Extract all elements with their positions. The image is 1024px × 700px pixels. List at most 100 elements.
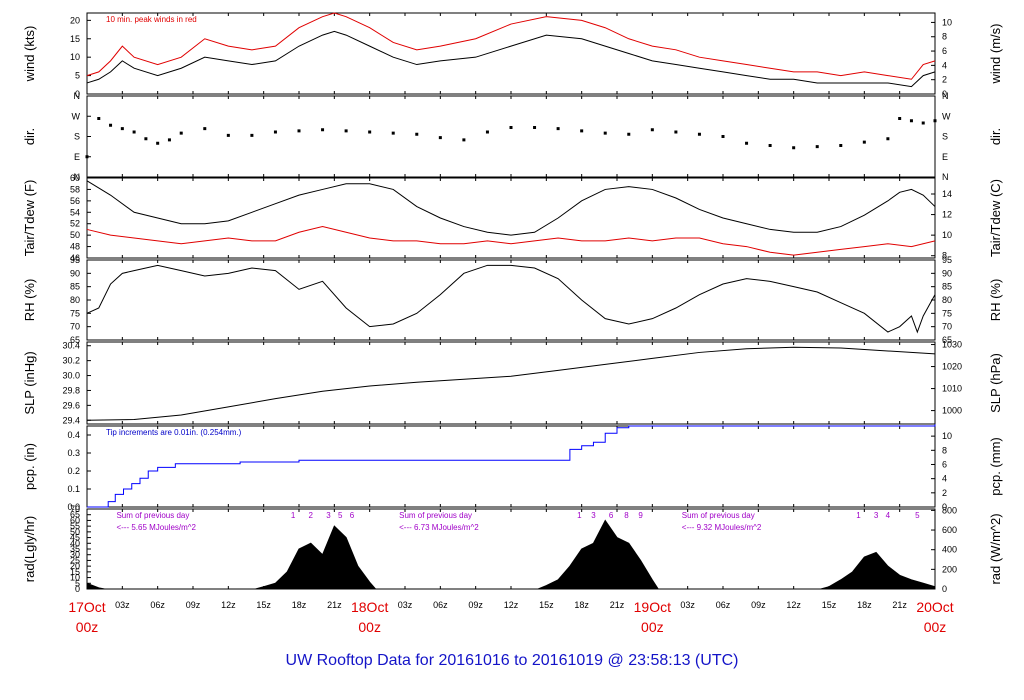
hour-tick-label: 09z bbox=[186, 600, 201, 610]
dir-point bbox=[144, 137, 148, 141]
dir-point bbox=[933, 119, 937, 123]
hour-tick-label: 06z bbox=[716, 600, 731, 610]
rh-frame bbox=[86, 259, 936, 341]
temp-series-0 bbox=[86, 180, 936, 236]
rh-left-tick-label: 95 bbox=[70, 255, 80, 265]
temp-left-tick-label: 52 bbox=[70, 219, 80, 229]
rh-right-tick-label: 80 bbox=[942, 295, 952, 305]
rad-marker-label: 3 bbox=[591, 511, 596, 520]
rad-left-tick-label: 65 bbox=[70, 510, 80, 520]
rh-right-tick-label: 90 bbox=[942, 268, 952, 278]
day-label: 18Oct bbox=[351, 599, 388, 615]
wind-ylabel-left: wind (kts) bbox=[22, 26, 37, 83]
dir-point bbox=[745, 141, 749, 145]
hour-tick-label: 21z bbox=[327, 600, 342, 610]
temp-frame bbox=[86, 177, 936, 259]
wind-left-tick-label: 5 bbox=[75, 71, 80, 81]
rh-series-0 bbox=[86, 264, 936, 334]
dir-point bbox=[85, 155, 89, 159]
dir-point bbox=[815, 145, 819, 149]
dir-point bbox=[391, 131, 395, 135]
hour-tick-label: 06z bbox=[150, 600, 165, 610]
rad-marker-label: 4 bbox=[886, 511, 891, 520]
rh-left-tick-label: 90 bbox=[70, 268, 80, 278]
temp-left-tick-label: 54 bbox=[70, 207, 80, 217]
rad-daily-note-title: Sum of previous day bbox=[116, 511, 189, 520]
rad-marker-label: 8 bbox=[624, 511, 629, 520]
rad-marker-label: 5 bbox=[915, 511, 920, 520]
dir-point bbox=[886, 137, 890, 141]
rad-marker-label: 9 bbox=[638, 511, 643, 520]
temp-right-tick-label: 14 bbox=[942, 189, 952, 199]
rad-right-tick-label: 600 bbox=[942, 525, 957, 535]
day-label-hour: 00z bbox=[924, 619, 947, 635]
dir-point bbox=[839, 144, 843, 147]
temp-left-tick-label: 56 bbox=[70, 196, 80, 206]
slp-right-tick-label: 1000 bbox=[942, 406, 962, 416]
rad-left-tick-label: 30 bbox=[70, 550, 80, 560]
rad-daily-note-title: Sum of previous day bbox=[682, 511, 755, 520]
rad-left-tick-label: 50 bbox=[70, 527, 80, 537]
rad-marker-label: 1 bbox=[291, 511, 296, 520]
pcp-right-tick-label: 4 bbox=[942, 474, 947, 484]
temp-right-tick-label: 12 bbox=[942, 210, 952, 220]
temp-right-tick-label: 10 bbox=[942, 230, 952, 240]
dir-right-tick-label: E bbox=[942, 152, 948, 162]
rad-left-tick-label: 60 bbox=[70, 515, 80, 525]
rad-marker-label: 5 bbox=[338, 511, 343, 520]
rad-daily-note-value: <--- 6.73 MJoules/m^2 bbox=[399, 523, 479, 532]
dir-point bbox=[415, 132, 419, 136]
rad-left-tick-label: 20 bbox=[70, 561, 80, 571]
hour-tick-label: 03z bbox=[398, 600, 413, 610]
slp-right-tick-label: 1010 bbox=[942, 384, 962, 394]
hour-tick-label: 12z bbox=[786, 600, 801, 610]
rad-marker-label: 1 bbox=[577, 511, 582, 520]
dir-ylabel-right: dir. bbox=[988, 128, 1003, 145]
temp-left-tick-label: 48 bbox=[70, 242, 80, 252]
rh-right-tick-label: 65 bbox=[942, 335, 952, 345]
dir-right-tick-label: N bbox=[942, 91, 949, 101]
temp-right-tick-label: 8 bbox=[942, 251, 947, 261]
rad-daily-note-value: <--- 5.65 MJoules/m^2 bbox=[116, 523, 196, 532]
rh-left-tick-label: 80 bbox=[70, 295, 80, 305]
dir-point bbox=[898, 117, 902, 120]
hour-tick-label: 09z bbox=[468, 600, 483, 610]
hour-tick-label: 06z bbox=[433, 600, 448, 610]
rh-left-tick-label: 85 bbox=[70, 282, 80, 292]
pcp-right-tick-label: 10 bbox=[942, 431, 952, 441]
rad-ylabel-left: rad(Lgly/hr) bbox=[22, 516, 37, 582]
dir-point bbox=[156, 141, 160, 145]
hour-tick-label: 09z bbox=[751, 600, 766, 610]
rad-right-tick-label: 0 bbox=[942, 584, 947, 594]
rad-left-tick-label: 5 bbox=[75, 578, 80, 588]
dir-point bbox=[97, 117, 101, 120]
pcp-left-tick-label: 0.4 bbox=[67, 430, 80, 440]
wind-right-tick-label: 2 bbox=[942, 75, 947, 85]
wind-annotation: 10 min. peak winds in red bbox=[106, 15, 197, 24]
slp-left-tick-label: 29.8 bbox=[62, 385, 80, 395]
dir-point bbox=[509, 126, 513, 129]
pcp-series-0 bbox=[87, 424, 936, 508]
rad-left-tick-label: 55 bbox=[70, 521, 80, 531]
temp-left-tick-label: 50 bbox=[70, 230, 80, 240]
pcp-left-tick-label: 0.0 bbox=[67, 502, 80, 512]
slp-frame bbox=[86, 341, 936, 425]
wind-left-tick-label: 20 bbox=[70, 15, 80, 25]
hour-tick-label: 18z bbox=[292, 600, 307, 610]
dir-point bbox=[438, 136, 442, 140]
day-label-hour: 00z bbox=[76, 619, 99, 635]
wind-right-tick-label: 6 bbox=[942, 46, 947, 56]
hour-tick-label: 03z bbox=[680, 600, 695, 610]
temp-ylabel-right: Tair/Tdew (C) bbox=[988, 179, 1003, 257]
pcp-annotation: Tip increments are 0.01in. (0.254mm.) bbox=[106, 428, 242, 437]
pcp-left-tick-label: 0.1 bbox=[67, 484, 80, 494]
dir-ylabel-left: dir. bbox=[22, 128, 37, 145]
dir-left-tick-label: E bbox=[74, 152, 80, 162]
dir-left-tick-label: N bbox=[74, 172, 81, 182]
dir-point bbox=[321, 128, 325, 132]
dir-left-tick-label: W bbox=[72, 111, 81, 121]
dir-point bbox=[132, 130, 136, 134]
dir-point bbox=[250, 133, 254, 137]
rh-right-tick-label: 95 bbox=[942, 255, 952, 265]
rad-daily-note-value: <--- 9.32 MJoules/m^2 bbox=[682, 523, 762, 532]
